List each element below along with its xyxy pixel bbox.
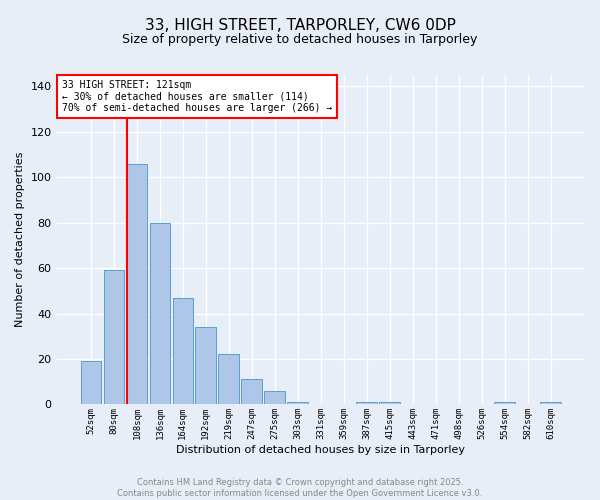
Text: 33 HIGH STREET: 121sqm
← 30% of detached houses are smaller (114)
70% of semi-de: 33 HIGH STREET: 121sqm ← 30% of detached… <box>62 80 332 113</box>
Bar <box>149 222 170 404</box>
X-axis label: Distribution of detached houses by size in Tarporley: Distribution of detached houses by size … <box>176 445 465 455</box>
Bar <box>287 402 308 404</box>
Text: Size of property relative to detached houses in Tarporley: Size of property relative to detached ho… <box>122 32 478 46</box>
Bar <box>494 402 515 404</box>
Bar <box>265 391 285 404</box>
Bar <box>127 164 147 404</box>
Bar <box>241 380 262 404</box>
Title: 33, HIGH STREET, TARPORLEY, CW6 0DP
Size of property relative to detached houses: 33, HIGH STREET, TARPORLEY, CW6 0DP Size… <box>0 499 1 500</box>
Text: Contains HM Land Registry data © Crown copyright and database right 2025.
Contai: Contains HM Land Registry data © Crown c… <box>118 478 482 498</box>
Bar <box>173 298 193 405</box>
Bar <box>540 402 561 404</box>
Bar <box>379 402 400 404</box>
Bar <box>196 327 216 404</box>
Y-axis label: Number of detached properties: Number of detached properties <box>15 152 25 328</box>
Text: 33, HIGH STREET, TARPORLEY, CW6 0DP: 33, HIGH STREET, TARPORLEY, CW6 0DP <box>145 18 455 32</box>
Bar <box>80 362 101 405</box>
Bar <box>104 270 124 404</box>
Bar <box>218 354 239 405</box>
Bar <box>356 402 377 404</box>
